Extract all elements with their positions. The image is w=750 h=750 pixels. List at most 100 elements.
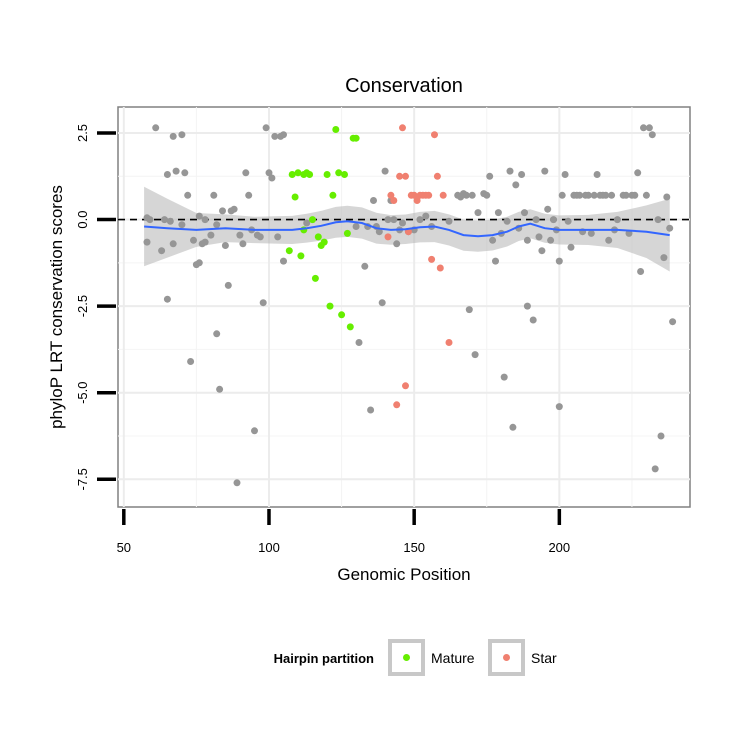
smooth-line [144,220,670,238]
data-point-mature [314,233,322,241]
data-point-other [184,191,192,199]
data-point-other [201,216,209,224]
data-point-other [535,233,543,241]
data-point-mature [320,238,328,246]
data-point-other [561,171,569,178]
data-point-other [242,169,250,177]
chart-title: Conservation [345,75,463,97]
data-point-star [436,264,444,272]
data-point-other [584,191,592,199]
data-point-mature [291,193,299,201]
data-point-mature [285,247,293,255]
data-point-other [590,191,598,199]
data-point-other [370,197,377,204]
data-point-other [233,479,241,487]
data-point-other [492,257,499,265]
smooth-trend-line [144,220,670,238]
data-point-other [651,465,659,473]
data-point-other [213,330,221,338]
data-point-other [555,257,563,265]
data-point-other [613,216,621,224]
data-point-mature [306,171,314,178]
data-point-star [425,191,433,199]
data-point-other [213,221,221,229]
data-point-other [274,233,282,241]
data-point-other [422,212,430,220]
data-point-other [602,191,610,199]
data-point-star [393,401,401,409]
data-point-other [195,259,203,267]
data-point-star [402,172,409,180]
data-point-other [576,191,584,199]
data-point-star [410,191,418,199]
x-tick-label: 150 [403,540,425,555]
data-point-other [622,191,630,199]
data-point-other [152,124,160,132]
data-point-other [163,295,171,303]
data-point-other [521,209,528,217]
data-point-other [529,316,537,324]
data-point-other [494,209,502,217]
data-point-other [381,167,389,175]
data-point-other [390,216,398,224]
data-point-other [224,281,232,289]
data-point-other [669,318,677,326]
data-point-other [178,221,186,229]
data-point-other [416,216,424,224]
data-point-star [390,197,398,204]
data-point-mature [297,252,305,260]
data-point-other [169,132,177,140]
data-point-other [161,216,168,224]
data-point-other [251,427,258,435]
data-point-other [259,299,267,307]
data-point-mature [309,216,316,224]
data-point-other [262,124,270,132]
data-point-other [399,219,406,227]
x-axis-label: Genomic Position [337,565,470,584]
data-point-other [503,217,511,225]
data-point-other [221,242,229,249]
data-point-other [558,191,566,199]
data-point-other [637,268,645,275]
y-tick-label: -2.5 [75,295,90,317]
data-point-mature [343,229,351,237]
data-point-other [355,339,363,346]
data-point-other [523,302,531,310]
legend-label-mature: Mature [431,650,475,666]
data-point-other [195,212,203,220]
legend: Hairpin partition Mature Star [274,639,557,676]
data-point-other [393,240,401,248]
data-point-other [378,299,386,307]
y-axis-label: phyloP LRT conservation scores [47,185,66,429]
data-point-other [486,172,494,180]
data-point-mature [323,171,331,178]
data-point-other [303,219,311,227]
data-point-other [474,209,482,217]
data-point-mature [288,171,296,178]
data-point-star [433,172,441,180]
legend-marker-star [503,654,510,661]
data-point-other [445,217,453,225]
data-point-other [367,406,375,414]
data-point-other [587,229,595,237]
data-point-other [210,191,218,199]
data-points [143,124,677,487]
data-point-star [428,255,436,263]
data-point-other [181,169,189,177]
data-point-other [384,216,392,224]
data-point-other [640,124,647,132]
y-tick-label: -7.5 [75,468,90,490]
data-point-other [645,124,653,132]
data-point-other [532,216,540,224]
data-point-other [256,233,264,241]
data-point-other [608,191,616,199]
data-point-other [541,167,549,175]
data-point-other [280,257,287,265]
data-point-other [471,351,479,359]
data-point-other [631,191,639,199]
legend-title: Hairpin partition [274,651,374,666]
data-point-mature [311,274,319,282]
data-point-other [660,254,668,262]
data-point-other [518,171,526,178]
data-point-other [178,131,186,139]
